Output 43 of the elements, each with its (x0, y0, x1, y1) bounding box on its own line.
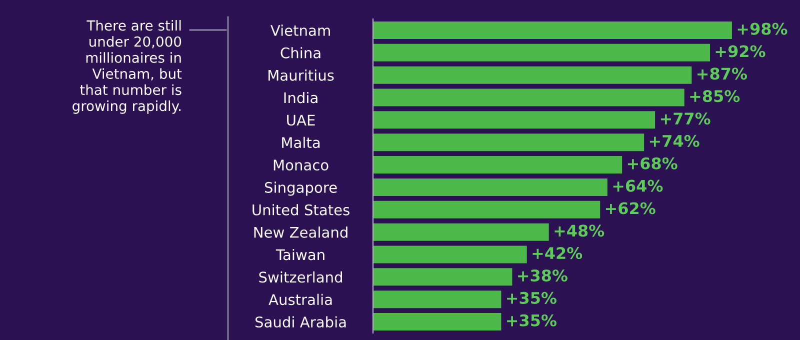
bar (373, 246, 527, 264)
y-tick-label: Saudi Arabia (255, 316, 346, 328)
bar (373, 111, 656, 129)
y-tick-label: Singapore (264, 182, 337, 196)
data-label: +74% (650, 134, 700, 147)
y-tick-label: Australia (268, 294, 332, 306)
data-label: +62% (606, 202, 656, 214)
bar (373, 44, 710, 62)
y-tick-label: Switzerland (259, 271, 342, 283)
data-label: +48% (554, 224, 604, 237)
bar (373, 134, 644, 152)
data-label: +68% (628, 157, 678, 170)
bar (373, 200, 600, 218)
data-label: +87% (698, 68, 747, 80)
data-label: +38% (518, 269, 568, 282)
data-label: +35% (507, 292, 556, 304)
y-tick-label: New Zealand (254, 226, 348, 238)
y-tick-label: Malta (282, 136, 320, 148)
y-tick-label: Vietnam (270, 24, 330, 36)
bar (373, 223, 549, 241)
text: There are still under 20,000 millionaires in Vietnam, but that number is growing rapidly. (72, 20, 182, 114)
bar (373, 268, 512, 286)
bar (373, 290, 502, 308)
bar (373, 178, 608, 196)
data-label: +98% (738, 22, 788, 35)
bar (373, 66, 692, 84)
y-tick-label: UAE (287, 114, 315, 126)
data-label: +77% (660, 112, 710, 125)
y-tick-label: China (280, 47, 320, 58)
data-label: +85% (690, 90, 740, 102)
y-tick-label: Taiwan (276, 248, 324, 260)
bar (373, 156, 622, 174)
y-tick-label: Monaco (274, 160, 328, 171)
bar (373, 88, 684, 106)
bar (373, 313, 502, 331)
data-label: +35% (507, 314, 556, 326)
data-label: +92% (716, 45, 766, 58)
data-label: +64% (613, 180, 663, 192)
data-label: +42% (532, 247, 582, 260)
y-tick-label: India (284, 92, 318, 104)
bar (373, 21, 732, 39)
y-tick-label: Mauritius (268, 70, 334, 81)
y-tick-label: United States (252, 204, 350, 216)
